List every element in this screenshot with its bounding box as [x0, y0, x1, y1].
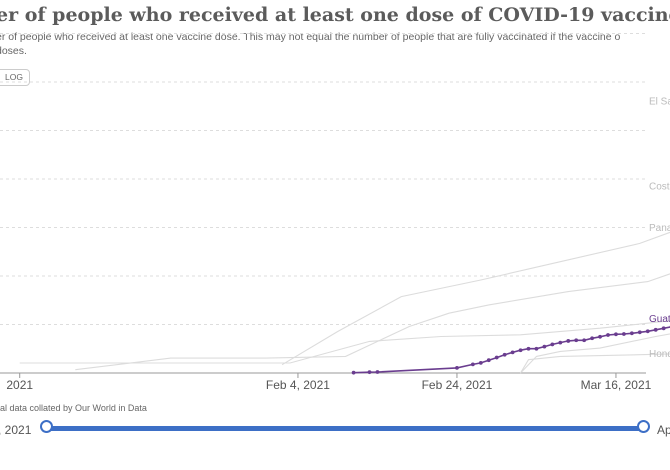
data-point	[582, 338, 587, 343]
series-line-costa[interactable]	[281, 185, 670, 366]
data-point	[502, 352, 507, 357]
source-note: ial data collated by Our World in Data	[0, 403, 147, 413]
data-point	[590, 336, 594, 341]
x-tick-label: 2021	[6, 378, 33, 392]
data-point	[542, 344, 547, 349]
timeline-track[interactable]	[47, 426, 643, 431]
data-point	[455, 365, 459, 370]
data-point	[645, 329, 650, 334]
data-point	[574, 338, 579, 343]
data-point	[351, 370, 356, 375]
data-point	[486, 358, 491, 363]
series-label: El Sa	[649, 97, 670, 108]
series-points	[351, 325, 670, 375]
chart-title: er of people who received at least one d…	[0, 4, 670, 26]
x-tick-label: Feb 4, 2021	[266, 378, 330, 392]
data-point	[470, 362, 475, 367]
data-point	[566, 339, 571, 343]
data-point	[598, 334, 602, 339]
series-label: Costa	[649, 181, 670, 192]
series-line-el-sa[interactable]	[19, 101, 670, 364]
data-point	[550, 342, 555, 347]
series-line-pana[interactable]	[75, 227, 670, 371]
data-point	[606, 333, 610, 337]
data-point	[661, 326, 666, 331]
data-point	[637, 330, 642, 335]
timeline-start-label: , 2021	[0, 423, 32, 437]
x-tick-label: Mar 16, 2021	[581, 378, 652, 392]
data-point	[518, 348, 523, 353]
timeline-start-handle[interactable]	[40, 420, 53, 433]
data-point	[510, 350, 515, 355]
data-point	[375, 370, 380, 374]
data-point	[629, 331, 634, 336]
series-line-unlabeled[interactable]	[520, 318, 670, 374]
series-label: Pana	[649, 223, 670, 234]
data-point	[367, 370, 372, 375]
series-label: Guat	[649, 314, 670, 325]
series-lines	[19, 101, 670, 374]
series-label: Hond	[649, 349, 670, 360]
x-tick-label: Feb 24, 2021	[422, 378, 493, 392]
data-point	[534, 346, 539, 351]
data-point	[526, 346, 531, 351]
grid-lines	[0, 33, 646, 325]
data-point	[558, 340, 563, 345]
data-point	[614, 332, 618, 337]
timeline-end-label: Ap	[657, 423, 670, 437]
data-point	[653, 327, 658, 332]
data-point	[494, 355, 499, 360]
series-labels: El Sa Costa Pana Hond Guat	[649, 97, 670, 360]
data-point	[622, 332, 626, 336]
series-line-hond[interactable]	[520, 353, 670, 374]
data-point	[478, 360, 483, 365]
timeline-end-handle[interactable]	[637, 420, 650, 433]
chart-subtitle: er of people who received at least one v…	[0, 31, 621, 57]
